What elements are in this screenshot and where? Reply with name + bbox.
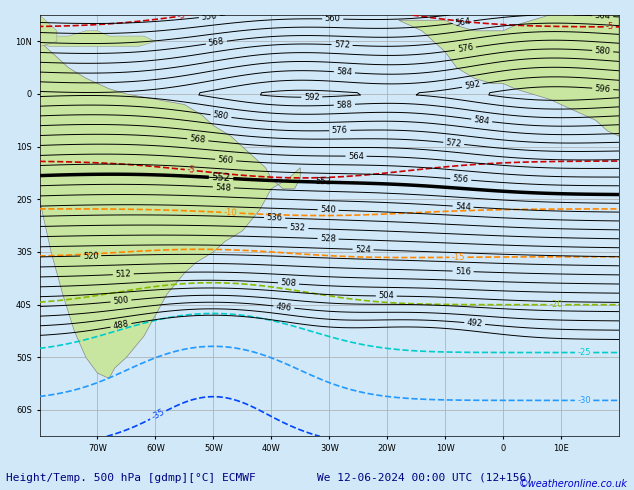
- Text: 508: 508: [280, 278, 297, 289]
- Text: 560: 560: [325, 14, 340, 24]
- Text: 584: 584: [336, 67, 353, 77]
- Text: 596: 596: [595, 84, 611, 94]
- Text: 592: 592: [304, 93, 320, 102]
- Text: We 12-06-2024 00:00 UTC (12+156): We 12-06-2024 00:00 UTC (12+156): [317, 473, 533, 483]
- Text: 544: 544: [455, 202, 471, 212]
- Text: 528: 528: [320, 234, 336, 244]
- Text: 576: 576: [332, 126, 348, 135]
- Polygon shape: [22, 31, 155, 47]
- Text: -15: -15: [451, 253, 465, 262]
- Text: 524: 524: [355, 245, 371, 254]
- Text: -30: -30: [578, 396, 591, 405]
- Text: 576: 576: [456, 43, 474, 54]
- Text: 500: 500: [113, 296, 129, 306]
- Text: -20: -20: [550, 300, 563, 309]
- Text: -5: -5: [177, 11, 186, 21]
- Text: Height/Temp. 500 hPa [gdmp][°C] ECMWF: Height/Temp. 500 hPa [gdmp][°C] ECMWF: [6, 473, 256, 483]
- Text: 556: 556: [201, 11, 217, 22]
- Text: 496: 496: [276, 302, 292, 313]
- Text: 520: 520: [83, 251, 99, 261]
- Text: 536: 536: [266, 213, 283, 222]
- Text: 564: 564: [595, 11, 611, 21]
- Text: 540: 540: [320, 205, 336, 215]
- Text: 552: 552: [316, 177, 332, 187]
- Text: 588: 588: [336, 100, 353, 110]
- Text: 512: 512: [115, 270, 131, 279]
- Text: 572: 572: [334, 40, 350, 50]
- Text: 580: 580: [595, 46, 611, 56]
- Text: 552: 552: [211, 172, 231, 183]
- Text: 572: 572: [446, 138, 462, 148]
- Text: ©weatheronline.co.uk: ©weatheronline.co.uk: [519, 479, 628, 489]
- Text: -10: -10: [223, 208, 237, 218]
- Text: 492: 492: [467, 318, 483, 329]
- Polygon shape: [34, 31, 301, 378]
- Text: 568: 568: [190, 134, 206, 145]
- Text: -25: -25: [578, 348, 591, 357]
- Text: 516: 516: [455, 267, 471, 276]
- Text: 564: 564: [455, 17, 472, 28]
- Text: 488: 488: [112, 319, 129, 331]
- Text: -5: -5: [186, 165, 195, 175]
- Polygon shape: [399, 15, 619, 136]
- Text: -35: -35: [150, 408, 166, 422]
- Text: 560: 560: [217, 155, 234, 165]
- Text: 592: 592: [464, 80, 481, 91]
- Polygon shape: [0, 15, 57, 52]
- Text: 584: 584: [473, 115, 490, 126]
- Text: 580: 580: [212, 111, 230, 122]
- Text: 564: 564: [348, 151, 364, 161]
- Text: -5: -5: [605, 23, 614, 31]
- Text: 556: 556: [453, 174, 469, 185]
- Text: 548: 548: [215, 182, 231, 192]
- Text: 504: 504: [378, 292, 394, 301]
- Text: 532: 532: [290, 223, 306, 233]
- Text: 568: 568: [208, 37, 225, 48]
